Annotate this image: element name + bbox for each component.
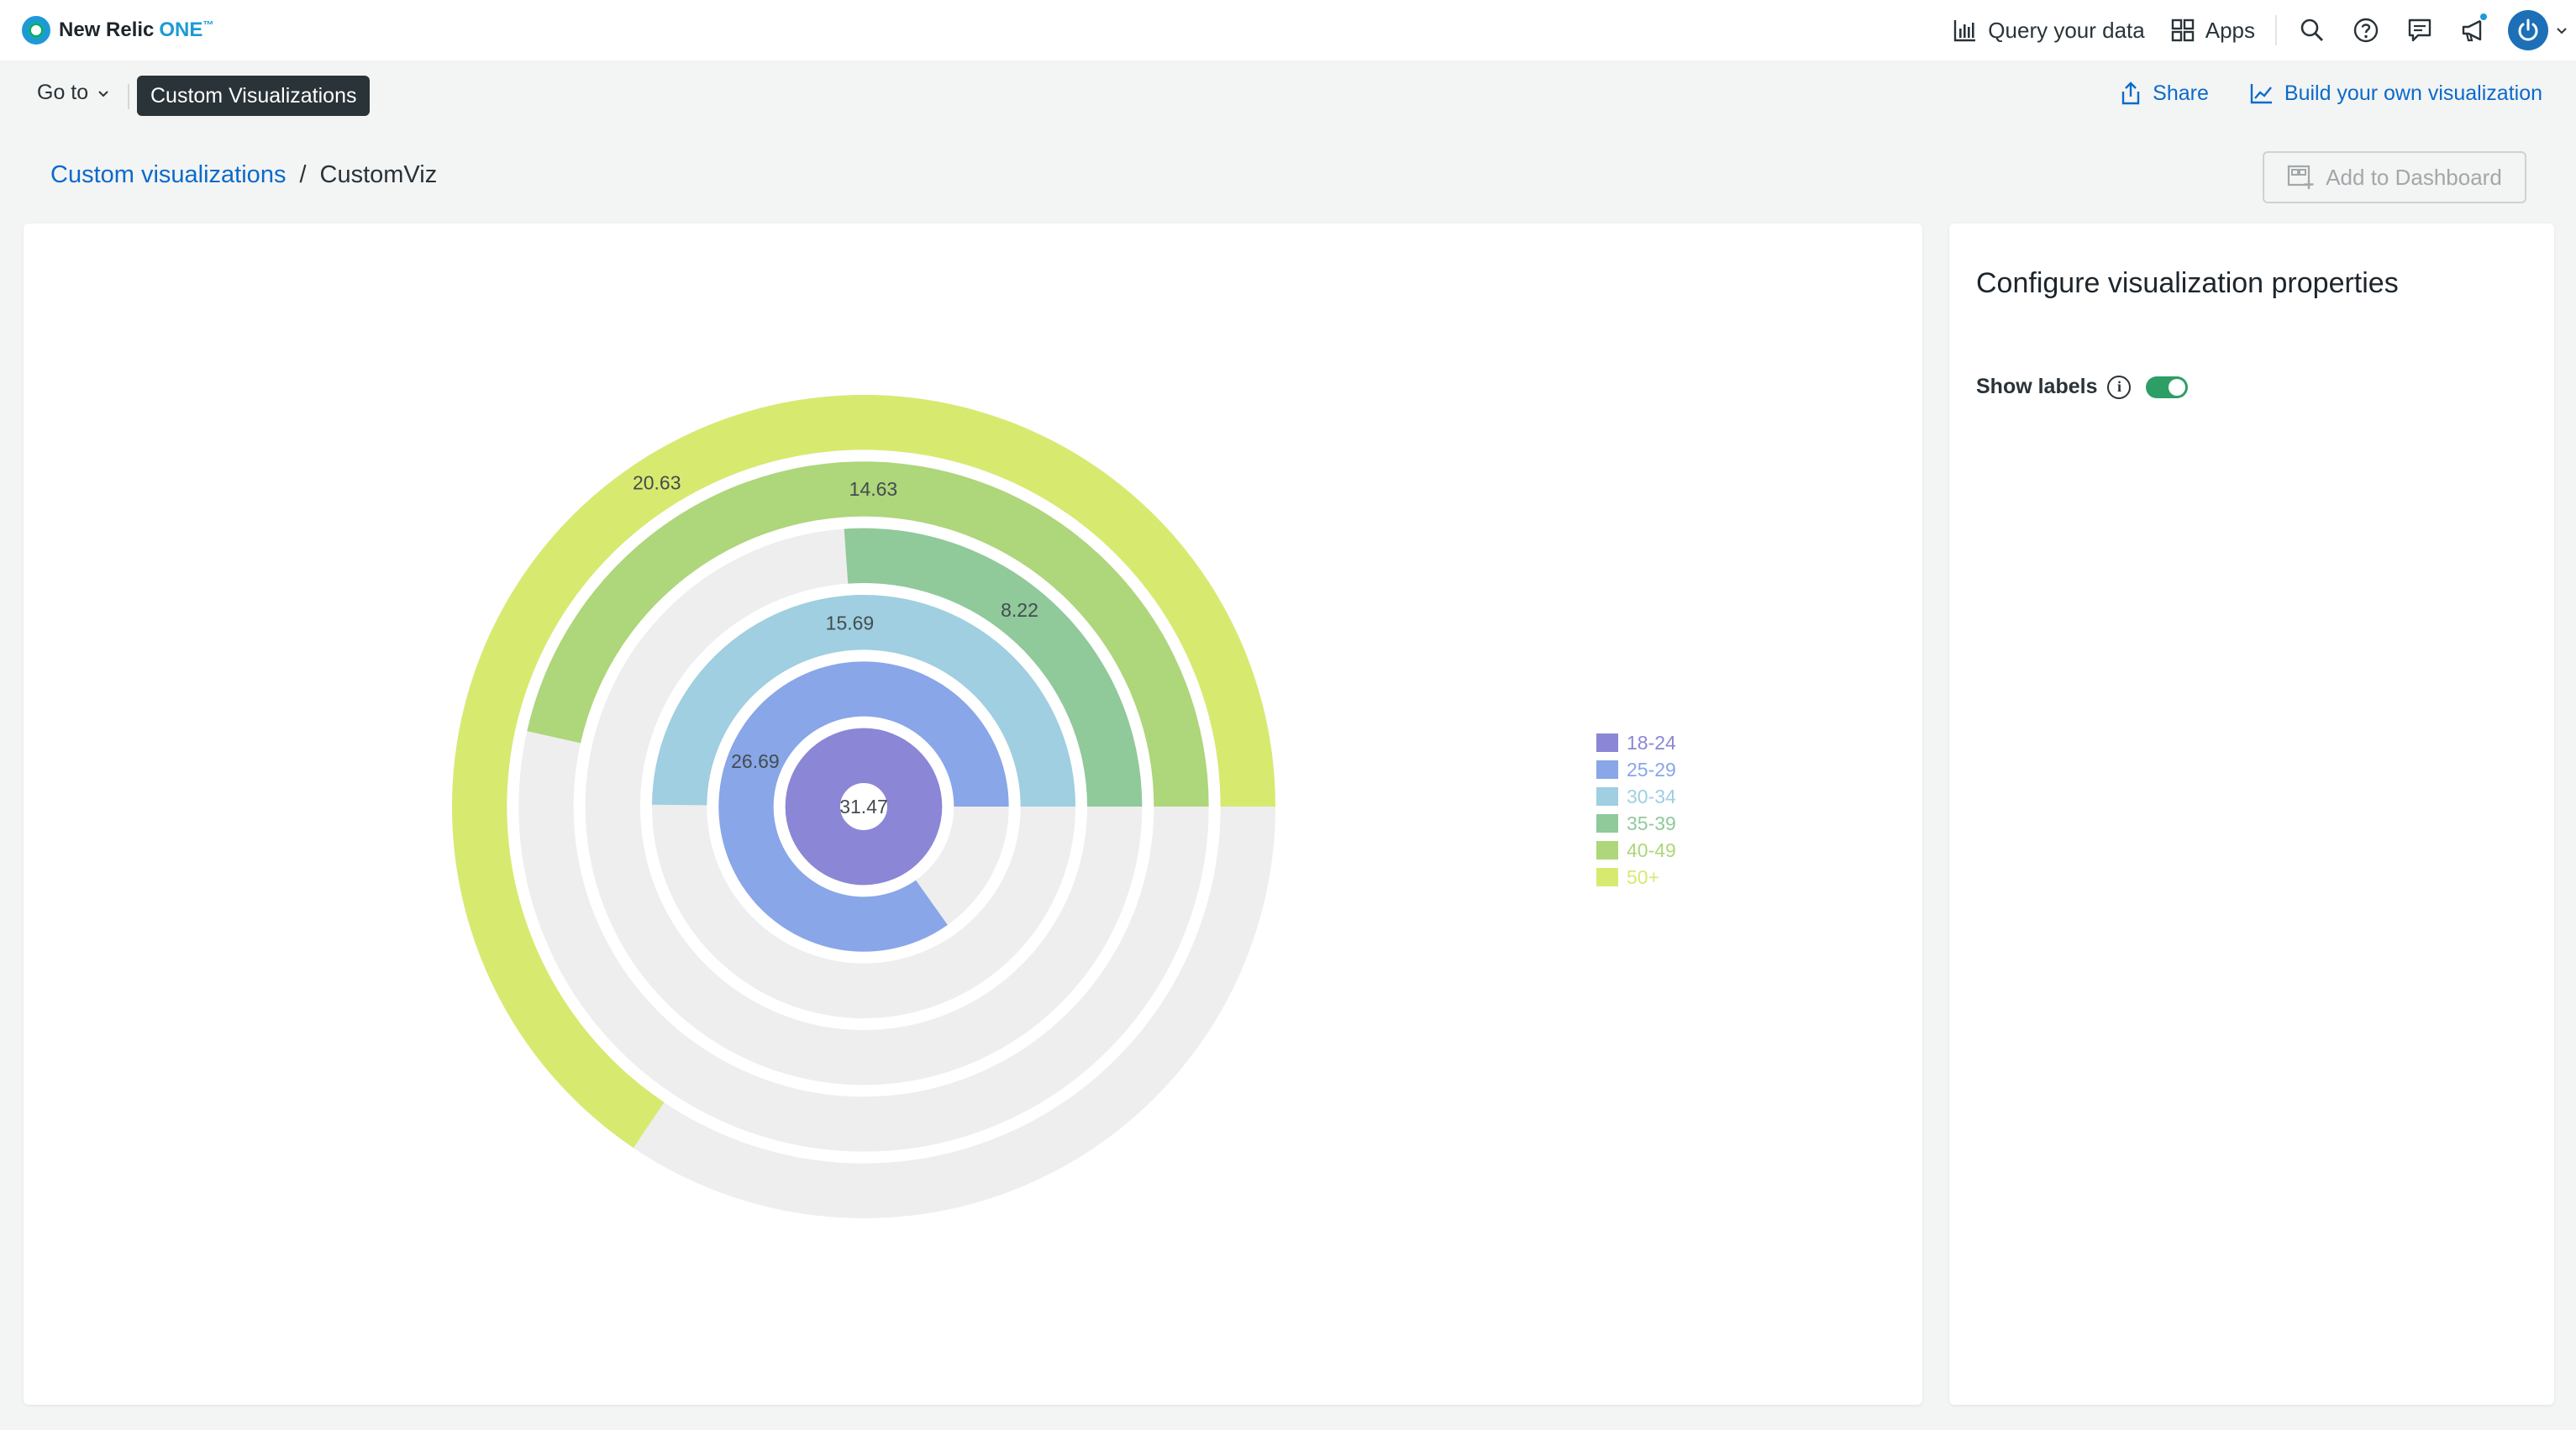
help-icon (2353, 18, 2379, 43)
data-label-25-29: 26.69 (731, 750, 780, 772)
query-your-data-label: Query your data (1988, 17, 2145, 43)
visualization-panel: 31.47 26.69 15.69 8.22 14.63 20.63 18-24 25-29… (24, 223, 1922, 1405)
legend-label: 35-39 (1627, 812, 1676, 834)
data-label-40-49: 14.63 (849, 478, 898, 500)
subnav-divider (128, 84, 129, 109)
radial-bar-40-49[interactable] (527, 461, 1209, 807)
share-icon (2121, 81, 2140, 105)
add-to-dashboard-label: Add to Dashboard (2326, 164, 2502, 190)
legend-swatch (1596, 841, 1618, 860)
notification-dot (2479, 12, 2489, 22)
top-actions: Query your data Apps (1953, 0, 2576, 60)
legend-item-25-29[interactable]: 25-29 (1596, 756, 1676, 783)
announcements-button[interactable] (2447, 3, 2500, 57)
apps-grid-icon (2171, 18, 2194, 42)
legend-item-30-34[interactable]: 30-34 (1596, 783, 1676, 810)
legend-swatch (1596, 787, 1618, 806)
radial-bar-35-39[interactable] (844, 528, 1143, 807)
configuration-panel: Configure visualization properties Show … (1949, 223, 2554, 1405)
show-labels-setting: Show labels i (1976, 375, 2189, 399)
legend-swatch (1596, 760, 1618, 779)
add-to-dashboard-icon (2288, 165, 2314, 189)
legend-item-35-39[interactable]: 35-39 (1596, 810, 1676, 837)
breadcrumb: Custom visualizations / CustomViz (50, 161, 437, 189)
apps-label: Apps (2205, 17, 2255, 43)
legend-swatch (1596, 733, 1618, 752)
user-menu-button[interactable] (2500, 3, 2576, 57)
build-visualization-label: Build your own visualization (2284, 81, 2542, 105)
logo-one-text: ONE (159, 18, 203, 41)
search-button[interactable] (2285, 3, 2339, 57)
topbar-divider (2275, 15, 2277, 45)
apps-button[interactable]: Apps (2170, 18, 2255, 44)
data-label-35-39: 8.22 (1001, 599, 1038, 621)
logo-text: New Relic (59, 18, 155, 41)
help-button[interactable] (2339, 3, 2393, 57)
announcement-icon (2462, 19, 2482, 42)
chart-legend: 18-24 25-29 30-34 35-39 40-49 50+ (1596, 729, 1676, 891)
sub-navigation: Go to Custom Visualizations Share Build … (0, 60, 2576, 131)
build-visualization-button[interactable]: Build your own visualization (2249, 81, 2542, 106)
toggle-knob (2169, 378, 2186, 396)
legend-label: 30-34 (1627, 785, 1676, 807)
feedback-button[interactable] (2393, 3, 2447, 57)
chevron-down-icon (98, 90, 108, 97)
top-navigation-bar: New Relic ONE™ Query your data Apps (0, 0, 2576, 60)
query-your-data-button[interactable]: Query your data (1953, 17, 2145, 44)
chevron-down-icon (2557, 28, 2567, 34)
info-icon[interactable]: i (2107, 375, 2132, 399)
search-icon (2300, 18, 2323, 41)
legend-swatch (1596, 814, 1618, 833)
breadcrumb-parent-link[interactable]: Custom visualizations (50, 161, 287, 188)
user-avatar (2508, 10, 2548, 50)
legend-label: 25-29 (1627, 758, 1676, 781)
breadcrumb-current: CustomViz (319, 161, 438, 188)
show-labels-toggle[interactable] (2146, 376, 2189, 398)
feedback-icon (2408, 18, 2431, 42)
active-app-tab[interactable]: Custom Visualizations (137, 76, 371, 116)
data-label-30-34: 15.69 (826, 612, 875, 634)
go-to-label: Go to (37, 81, 89, 104)
breadcrumb-separator: / (299, 161, 307, 188)
share-label: Share (2153, 81, 2209, 105)
share-button[interactable]: Share (2119, 81, 2209, 106)
logo-trademark: ™ (202, 18, 214, 31)
legend-label: 18-24 (1627, 731, 1676, 754)
radial-bar-chart: 31.47 26.69 15.69 8.22 14.63 20.63 (451, 394, 1275, 1218)
subnav-actions: Share Build your own visualization (2079, 81, 2542, 106)
legend-item-18-24[interactable]: 18-24 (1596, 729, 1676, 756)
line-chart-icon (2250, 84, 2272, 104)
go-to-menu[interactable]: Go to (37, 81, 110, 105)
data-label-18-24: 31.47 (839, 796, 888, 818)
radial-bar-18-24[interactable] (785, 728, 943, 886)
legend-label: 40-49 (1627, 839, 1676, 861)
new-relic-logo[interactable]: New Relic ONE™ (22, 13, 213, 47)
new-relic-logo-icon (22, 16, 50, 45)
bar-chart-icon (1954, 20, 1976, 42)
legend-label: 50+ (1627, 865, 1660, 888)
data-label-50+: 20.63 (633, 472, 681, 494)
radial-bar-25-29[interactable] (718, 661, 1009, 952)
config-panel-title: Configure visualization properties (1976, 267, 2399, 299)
radial-bar-30-34[interactable] (652, 595, 1075, 807)
legend-swatch (1596, 868, 1618, 886)
legend-item-40-49[interactable]: 40-49 (1596, 837, 1676, 864)
legend-item-50+[interactable]: 50+ (1596, 864, 1676, 891)
add-to-dashboard-button[interactable]: Add to Dashboard (2263, 151, 2526, 203)
show-labels-label: Show labels (1976, 375, 2098, 398)
power-icon (2518, 18, 2538, 41)
